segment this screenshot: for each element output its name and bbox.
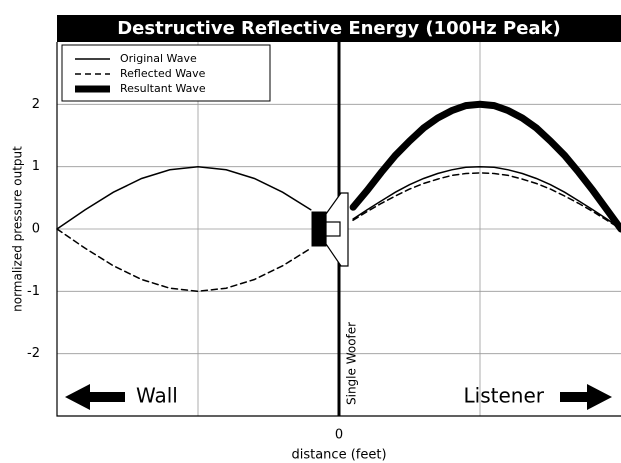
chart: Destructive Reflective Energy (100Hz Pea… [0, 0, 621, 463]
y-tick-label: 1 [32, 159, 40, 174]
y-tick-label: 2 [32, 97, 40, 112]
left-arrow [65, 384, 125, 410]
woofer-label: Single Woofer [345, 322, 359, 405]
wall-label: Wall [136, 384, 178, 408]
y-tick-label: -1 [27, 284, 40, 299]
y-tick-label: 0 [32, 222, 40, 237]
legend-label: Reflected Wave [120, 67, 206, 80]
legend-label: Resultant Wave [120, 82, 206, 95]
woofer-icon [312, 193, 348, 266]
listener-label: Listener [464, 384, 545, 408]
legend: Original Wave Reflected Wave Resultant Wav… [62, 45, 270, 101]
x-tick-label: 0 [335, 428, 343, 443]
legend-label: Original Wave [120, 52, 197, 65]
x-axis-label: distance (feet) [291, 448, 386, 463]
y-axis-label: normalized pressure output [11, 146, 25, 312]
y-tick-label: -2 [27, 346, 40, 361]
right-arrow [560, 384, 612, 410]
chart-title: Destructive Reflective Energy (100Hz Pea… [117, 18, 561, 39]
